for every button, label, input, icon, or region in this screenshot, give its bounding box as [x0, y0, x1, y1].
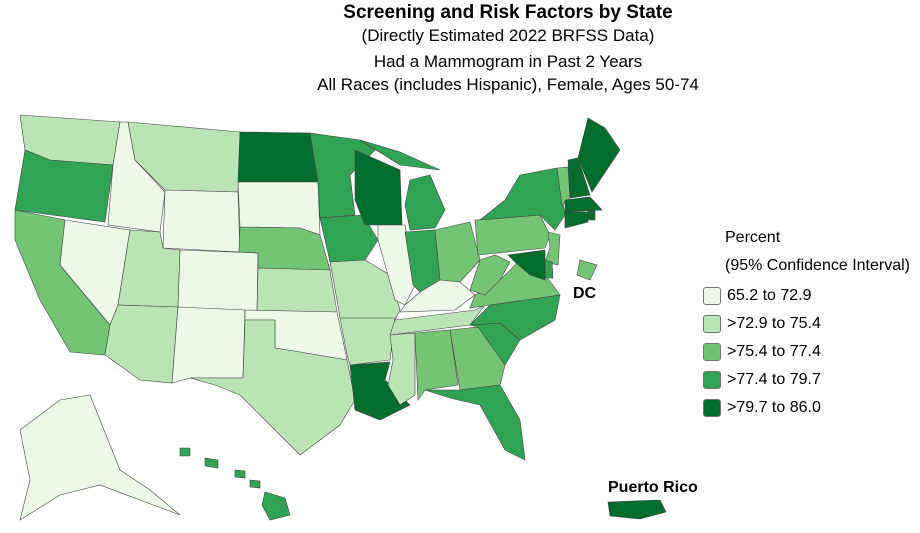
state-shape[interactable] [399, 279, 476, 313]
legend: Percent (95% Confidence Interval) 65.2 t… [703, 226, 910, 422]
legend-label: >72.9 to 75.4 [727, 315, 821, 332]
legend-swatch [703, 315, 721, 333]
legend-subtitle: (95% Confidence Interval) [725, 257, 910, 274]
state-shape[interactable] [474, 214, 551, 256]
state-shape[interactable] [339, 317, 396, 366]
legend-label: >79.7 to 86.0 [727, 399, 821, 416]
state-dc[interactable] [576, 259, 598, 281]
state-ga[interactable] [449, 326, 506, 391]
state-md[interactable] [507, 249, 546, 281]
state-shape[interactable] [469, 254, 511, 296]
state-shape[interactable] [434, 221, 481, 283]
state-shape[interactable] [414, 329, 459, 401]
state-shape[interactable] [449, 326, 506, 391]
state-shape[interactable] [567, 157, 591, 199]
state-mo[interactable] [329, 259, 401, 321]
state-shape[interactable] [507, 249, 546, 281]
state-ky[interactable] [399, 279, 476, 313]
legend-item: 65.2 to 72.9 [703, 282, 910, 310]
legend-swatch [703, 287, 721, 305]
state-ar[interactable] [339, 317, 396, 366]
puerto-rico-label: Puerto Rico [608, 479, 698, 496]
state-ma[interactable] [564, 196, 603, 213]
state-shape[interactable] [587, 209, 596, 221]
state-shape[interactable] [564, 196, 603, 213]
state-shape[interactable] [544, 259, 554, 279]
legend-swatch [703, 371, 721, 389]
state-shape[interactable] [389, 304, 486, 336]
state-shape[interactable] [256, 267, 338, 313]
state-de[interactable] [544, 259, 554, 279]
measure-label: Had a Mammogram in Past 2 Years [373, 52, 643, 71]
legend-item: >79.7 to 86.0 [703, 394, 910, 422]
dc-label: DC [573, 285, 597, 302]
legend-swatch [703, 399, 721, 417]
state-shape[interactable] [19, 394, 181, 521]
state-fl[interactable] [424, 384, 526, 461]
state-pr[interactable] [607, 499, 667, 520]
state-tn[interactable] [389, 304, 486, 336]
state-shape[interactable] [576, 259, 598, 281]
state-shape[interactable] [177, 249, 259, 313]
state-shape[interactable] [564, 211, 589, 229]
state-oh[interactable] [434, 221, 481, 283]
state-shape[interactable] [349, 361, 411, 421]
legend-item: >75.4 to 77.4 [703, 338, 910, 366]
state-az[interactable] [104, 304, 179, 384]
map-subtitle: (Directly Estimated 2022 BRFSS Data) [361, 26, 655, 45]
state-wy[interactable] [162, 189, 241, 253]
population-label: All Races (includes Hispanic), Female, A… [317, 75, 699, 94]
legend-label: 65.2 to 72.9 [727, 287, 812, 304]
state-ri[interactable] [587, 209, 596, 221]
legend-label: >77.4 to 79.7 [727, 371, 821, 388]
state-shape[interactable] [359, 139, 441, 171]
state-nm[interactable] [171, 306, 246, 384]
state-ks[interactable] [256, 267, 338, 313]
legend-item: >72.9 to 75.4 [703, 310, 910, 338]
state-shape[interactable] [319, 214, 379, 263]
state-shape[interactable] [329, 259, 401, 321]
state-or[interactable] [14, 149, 114, 223]
state-shape[interactable] [404, 174, 446, 231]
state-ak[interactable] [19, 394, 181, 521]
state-me[interactable] [577, 117, 621, 193]
state-pa[interactable] [474, 214, 551, 256]
state-shape[interactable] [204, 457, 219, 469]
state-wv[interactable] [469, 254, 511, 296]
state-shape[interactable] [104, 304, 179, 384]
state-la[interactable] [349, 361, 411, 421]
state-shape[interactable] [577, 117, 621, 193]
state-shape[interactable] [189, 319, 356, 456]
state-shape[interactable] [162, 189, 241, 253]
state-shape[interactable] [249, 479, 261, 489]
state-nh[interactable] [567, 157, 591, 199]
legend-item: >77.4 to 79.7 [703, 366, 910, 394]
state-mi[interactable] [359, 139, 446, 231]
legend-swatch [703, 343, 721, 361]
state-shape[interactable] [261, 491, 291, 521]
legend-title: Percent [725, 229, 781, 246]
state-nd[interactable] [237, 131, 319, 183]
state-shape[interactable] [171, 306, 246, 384]
state-ia[interactable] [319, 214, 379, 263]
legend-label: >75.4 to 77.4 [727, 343, 821, 360]
state-shape[interactable] [424, 384, 526, 461]
state-shape[interactable] [179, 447, 191, 457]
state-co[interactable] [177, 249, 259, 313]
state-ct[interactable] [564, 211, 589, 229]
state-hi[interactable] [179, 447, 291, 521]
map-title: Screening and Risk Factors by State [343, 2, 673, 23]
state-shape[interactable] [14, 149, 114, 223]
state-tx[interactable] [189, 319, 356, 456]
state-shape[interactable] [234, 469, 246, 479]
state-shape[interactable] [237, 131, 319, 183]
state-al[interactable] [414, 329, 459, 401]
state-shape[interactable] [607, 499, 667, 520]
